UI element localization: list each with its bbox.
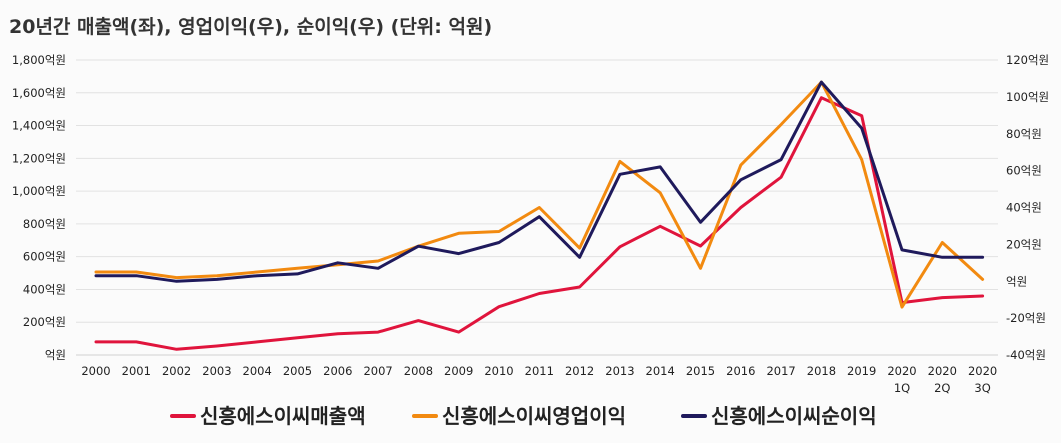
x-axis-tick-label: 2019 [847, 364, 876, 378]
chart-title: 20년간 매출액(좌), 영업이익(우), 순이익(우) (단위: 억원) [9, 16, 493, 38]
series-line-2 [94, 80, 985, 309]
x-axis-tick-label: 2004 [243, 364, 272, 378]
right-axis-tick-label: -40억원 [1006, 348, 1046, 362]
left-axis-tick-label: 억원 [45, 348, 66, 362]
x-axis-tick-label: 2000 [81, 364, 110, 378]
x-axis-tick-label: 2020 [968, 364, 997, 378]
right-axis-tick-label: 20억원 [1006, 237, 1042, 251]
x-axis-tick-label: 2012 [565, 364, 594, 378]
legend-label: 신흥에스이씨영업이익 [442, 404, 626, 428]
x-axis-tick-label: 2010 [484, 364, 513, 378]
x-axis-tick-label: 2020 [928, 364, 957, 378]
left-axis-tick-label: 800억원 [23, 217, 66, 231]
x-axis-tick-label: 2020 [887, 364, 916, 378]
left-axis-tick-label: 1,800억원 [12, 53, 66, 67]
left-axis-tick-label: 1,600억원 [12, 86, 66, 100]
left-axis-tick-label: 1,400억원 [12, 119, 66, 133]
x-axis-tick-label: 2005 [283, 364, 312, 378]
x-axis-tick-label: 2018 [807, 364, 836, 378]
right-axis-tick-label: 40억원 [1006, 201, 1042, 215]
x-axis-tick-label: 2017 [766, 364, 795, 378]
x-axis-tick-label: 3Q [974, 381, 990, 395]
right-axis-tick-label: 60억원 [1006, 164, 1042, 178]
x-axis-tick-label: 1Q [894, 381, 910, 395]
right-axis-tick-label: 120억원 [1006, 53, 1049, 67]
x-axis-tick-label: 2003 [202, 364, 231, 378]
x-axis-tick-label: 2008 [404, 364, 433, 378]
series-line-3 [94, 80, 985, 283]
x-axis-tick-label: 2013 [605, 364, 634, 378]
series-line-1 [94, 96, 985, 351]
left-axis-tick-label: 1,000억원 [12, 184, 66, 198]
x-axis-tick-label: 2011 [525, 364, 554, 378]
legend-label: 신흥에스이씨순이익 [711, 404, 877, 428]
x-axis-tick-label: 2016 [726, 364, 755, 378]
right-axis-tick-label: -20억원 [1006, 311, 1046, 325]
right-axis-tick-label: 100억원 [1006, 90, 1049, 104]
x-axis-tick-label: 2001 [122, 364, 151, 378]
x-axis-tick-label: 2015 [686, 364, 715, 378]
left-axis-tick-label: 400억원 [23, 282, 66, 296]
legend-label: 신흥에스이씨매출액 [200, 404, 366, 428]
x-axis-tick-label: 2009 [444, 364, 473, 378]
left-axis-tick-label: 200억원 [23, 315, 66, 329]
right-axis-tick-label: 80억원 [1006, 127, 1042, 141]
x-axis-tick-label: 2006 [323, 364, 352, 378]
left-axis-tick-label: 600억원 [23, 250, 66, 264]
left-axis-tick-label: 1,200억원 [12, 151, 66, 165]
x-axis-tick-label: 2Q [934, 381, 950, 395]
x-axis-tick-label: 2014 [646, 364, 675, 378]
x-axis-tick-label: 2002 [162, 364, 191, 378]
right-axis-tick-label: 억원 [1006, 274, 1027, 288]
x-axis-tick-label: 2007 [363, 364, 392, 378]
